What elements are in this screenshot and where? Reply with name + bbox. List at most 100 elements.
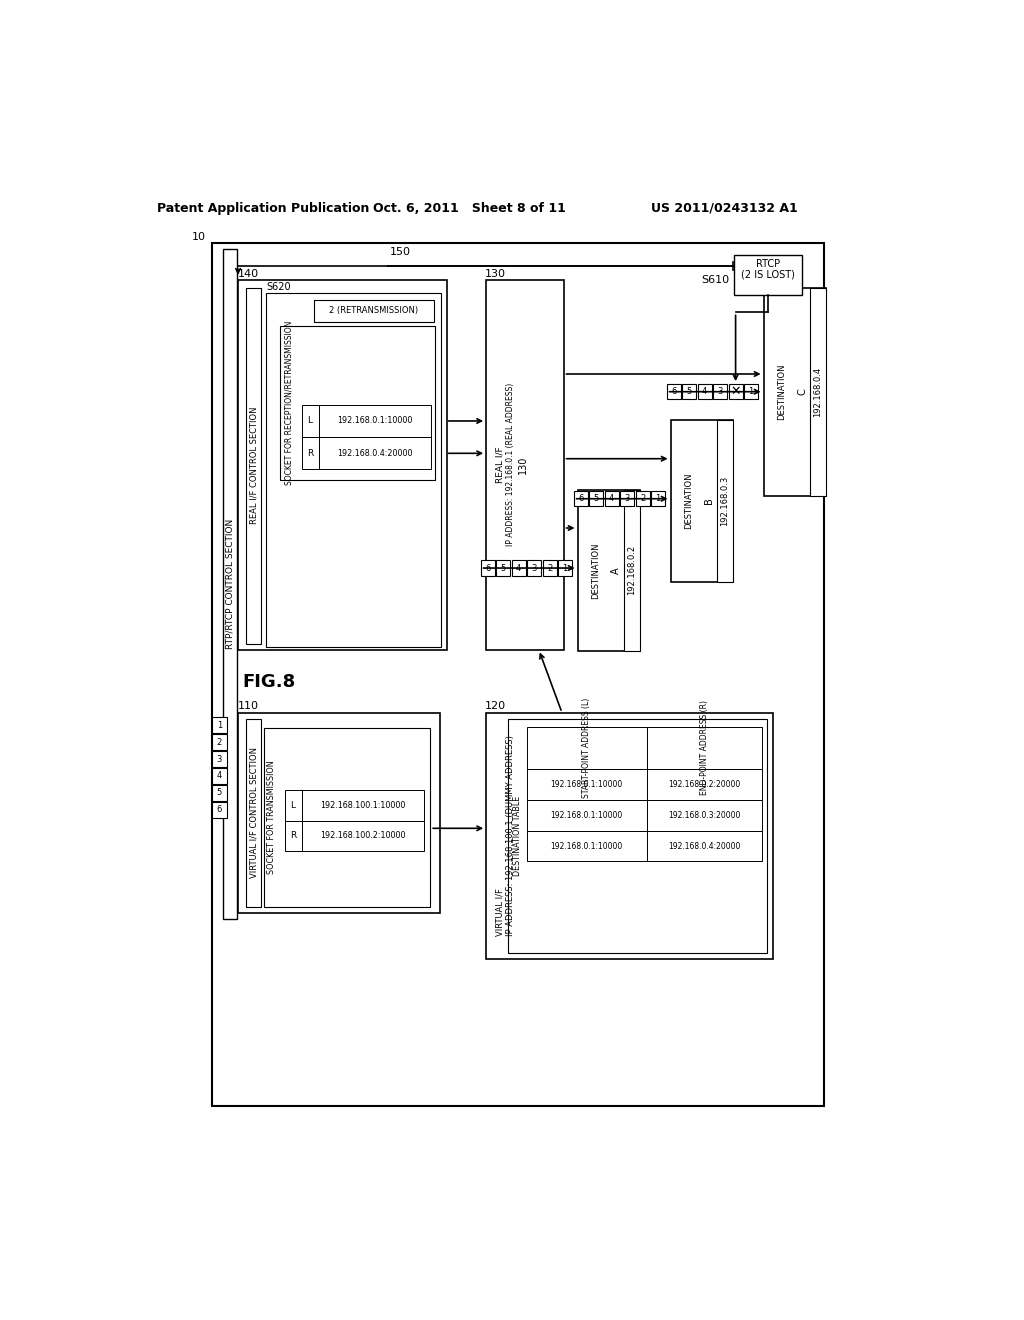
Text: 192.168.0.2:20000: 192.168.0.2:20000 — [669, 780, 740, 789]
Bar — [682, 384, 696, 400]
Text: US 2011/0243132 A1: US 2011/0243132 A1 — [651, 202, 798, 215]
Text: IP ADDRESS: 192.168.0.1 (REAL ADDRESS): IP ADDRESS: 192.168.0.1 (REAL ADDRESS) — [506, 383, 515, 546]
Bar — [744, 384, 758, 400]
Bar — [486, 280, 563, 649]
Text: 1: 1 — [562, 564, 567, 573]
Text: 4: 4 — [702, 387, 708, 396]
Text: 140: 140 — [238, 268, 259, 279]
Text: 192.168.0.3:20000: 192.168.0.3:20000 — [669, 810, 740, 820]
Text: 120: 120 — [484, 701, 506, 711]
Text: 192.168.0.1:10000: 192.168.0.1:10000 — [337, 417, 412, 425]
Bar — [212, 751, 227, 767]
Text: RTCP: RTCP — [756, 259, 780, 269]
Bar — [496, 560, 510, 576]
Text: 1: 1 — [749, 387, 754, 396]
Bar — [717, 420, 732, 582]
Text: 2: 2 — [217, 738, 222, 747]
Bar — [238, 280, 447, 649]
Bar — [621, 491, 634, 507]
Text: DESTINATION TABLE: DESTINATION TABLE — [513, 796, 522, 876]
Bar — [246, 288, 261, 644]
Text: L: L — [307, 417, 312, 425]
Text: 5: 5 — [594, 494, 599, 503]
Bar — [302, 821, 424, 851]
Bar — [589, 491, 603, 507]
Bar — [314, 300, 434, 322]
Text: 130: 130 — [484, 268, 506, 279]
Text: END-POINT ADDRESS (R): END-POINT ADDRESS (R) — [700, 700, 709, 795]
Bar — [246, 719, 261, 907]
Text: ✕: ✕ — [730, 385, 740, 399]
Bar — [263, 729, 430, 907]
Text: DESTINATION: DESTINATION — [591, 543, 600, 598]
Text: DESTINATION: DESTINATION — [777, 363, 785, 420]
Bar — [527, 770, 647, 800]
Bar — [810, 288, 825, 495]
Bar — [647, 726, 762, 770]
Bar — [573, 491, 588, 507]
Text: 6: 6 — [485, 564, 490, 573]
Bar — [636, 491, 649, 507]
Text: 2 (RETRANSMISSION): 2 (RETRANSMISSION) — [329, 306, 418, 315]
Bar — [480, 560, 495, 576]
Bar — [543, 560, 557, 576]
Bar — [285, 789, 302, 821]
Bar — [527, 800, 647, 830]
Text: 192.168.0.2: 192.168.0.2 — [628, 545, 636, 595]
Bar — [512, 560, 525, 576]
Bar — [624, 490, 640, 651]
Bar — [266, 293, 441, 647]
Text: 3: 3 — [531, 564, 537, 573]
Text: DESTINATION: DESTINATION — [684, 473, 693, 529]
Bar — [318, 405, 431, 437]
Text: 2: 2 — [547, 564, 552, 573]
Text: 130: 130 — [518, 455, 528, 474]
Text: RTP/RTCP CONTROL SECTION: RTP/RTCP CONTROL SECTION — [225, 519, 234, 649]
Text: 192.168.100.1:10000: 192.168.100.1:10000 — [321, 801, 406, 809]
Text: 1: 1 — [655, 494, 660, 503]
Bar — [302, 789, 424, 821]
Text: REAL I/F: REAL I/F — [496, 446, 505, 483]
Text: FIG.8: FIG.8 — [243, 673, 296, 690]
Bar — [222, 249, 237, 919]
Text: REAL I/F CONTROL SECTION: REAL I/F CONTROL SECTION — [249, 407, 258, 524]
Text: Patent Application Publication: Patent Application Publication — [158, 202, 370, 215]
Bar — [734, 255, 802, 294]
Bar — [729, 384, 742, 400]
Text: 1: 1 — [217, 721, 222, 730]
Bar — [238, 713, 439, 913]
Text: 5: 5 — [686, 387, 692, 396]
Bar — [764, 288, 825, 495]
Bar — [697, 384, 712, 400]
Text: 192.168.0.4:20000: 192.168.0.4:20000 — [337, 449, 413, 458]
Text: 6: 6 — [217, 805, 222, 814]
Text: 192.168.0.3: 192.168.0.3 — [720, 477, 729, 527]
Text: L: L — [291, 801, 296, 809]
Text: 110: 110 — [238, 701, 259, 711]
Text: R: R — [290, 832, 296, 841]
Text: 6: 6 — [671, 387, 676, 396]
Text: SOCKET FOR TRANSMISSION: SOCKET FOR TRANSMISSION — [267, 760, 275, 874]
Text: 3: 3 — [217, 755, 222, 763]
Bar — [302, 405, 318, 437]
Text: 4: 4 — [516, 564, 521, 573]
Text: S610: S610 — [701, 275, 730, 285]
Bar — [212, 785, 227, 800]
Text: Oct. 6, 2011   Sheet 8 of 11: Oct. 6, 2011 Sheet 8 of 11 — [373, 202, 565, 215]
Bar — [212, 803, 227, 817]
Text: VIRTUAL I/F
IP ADDRESS: 192.168.100.1 (DUMMY ADDRESS): VIRTUAL I/F IP ADDRESS: 192.168.100.1 (D… — [496, 735, 515, 936]
Text: 150: 150 — [390, 247, 411, 257]
Text: B: B — [705, 498, 715, 504]
Bar — [667, 384, 681, 400]
Text: 192.168.0.1:10000: 192.168.0.1:10000 — [551, 842, 623, 850]
Text: (2 IS LOST): (2 IS LOST) — [741, 269, 795, 280]
Text: 192.168.0.4: 192.168.0.4 — [813, 367, 822, 417]
Bar — [604, 491, 618, 507]
Bar — [578, 490, 640, 651]
Text: 2: 2 — [640, 494, 645, 503]
Bar — [671, 420, 732, 582]
Text: S620: S620 — [266, 281, 291, 292]
Text: 192.168.100.2:10000: 192.168.100.2:10000 — [321, 832, 406, 841]
Text: 192.168.0.1:10000: 192.168.0.1:10000 — [551, 780, 623, 789]
Bar — [212, 718, 227, 733]
